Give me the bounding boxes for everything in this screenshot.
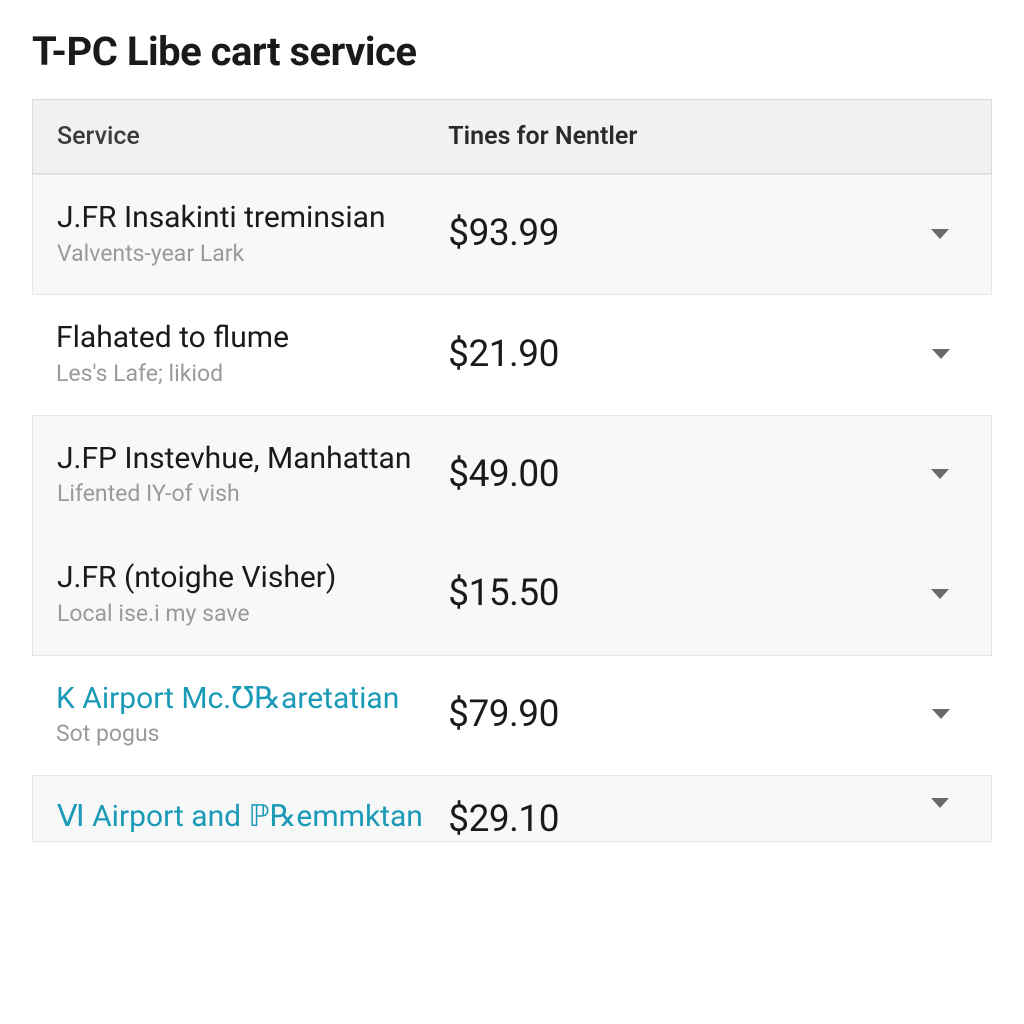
table-row[interactable]: J.FR (ntoighe Visher) Local ise.i my sav…: [33, 535, 991, 654]
service-table: Service Tines for Nentler J.FR Insakinti…: [32, 99, 992, 842]
service-name: J.FR (ntoighe Visher): [57, 559, 436, 597]
service-subtitle: Les's Lafe; likiod: [56, 359, 436, 389]
chevron-down-icon: [931, 229, 949, 239]
page-title: T-PC Libe cart service: [32, 28, 992, 75]
expand-toggle[interactable]: [831, 709, 968, 719]
chevron-down-icon: [931, 589, 949, 599]
service-name: Flahated to flume: [56, 319, 436, 357]
service-subtitle: Valvents-year Lark: [57, 239, 436, 269]
service-info-cell: K Airport Mc.℧℞aretatian Sot pogus: [56, 680, 448, 749]
column-header-service: Service: [57, 122, 448, 151]
expand-toggle[interactable]: [830, 469, 967, 479]
service-price: $15.50: [448, 572, 830, 615]
service-subtitle: Local ise.i my save: [57, 599, 436, 629]
service-info-cell: Flahated to flume Les's Lafe; likiod: [56, 319, 448, 388]
expand-toggle[interactable]: [831, 349, 968, 359]
service-price: $93.99: [448, 212, 830, 255]
service-price: $79.90: [448, 693, 831, 736]
service-price: $21.90: [448, 333, 831, 376]
table-row[interactable]: J.FP Instevhue, Manhattan Lifented IY-of…: [33, 416, 991, 535]
service-name-link[interactable]: K Airport Mc.℧℞aretatian: [56, 680, 436, 718]
expand-toggle[interactable]: [830, 798, 967, 808]
service-name-link[interactable]: Ⅵ Airport and ℙ℞emmktan: [57, 798, 436, 836]
service-subtitle: Lifented IY-of vish: [57, 479, 436, 509]
service-info-cell: Ⅵ Airport and ℙ℞emmktan: [57, 798, 448, 838]
service-info-cell: J.FR Insakinti treminsian Valvents-year …: [57, 199, 448, 268]
service-info-cell: J.FR (ntoighe Visher) Local ise.i my sav…: [57, 559, 448, 628]
chevron-down-icon: [932, 709, 950, 719]
table-header-row: Service Tines for Nentler: [32, 99, 992, 174]
service-price: $29.10: [448, 798, 830, 841]
service-info-cell: J.FP Instevhue, Manhattan Lifented IY-of…: [57, 440, 448, 509]
column-header-price: Tines for Nentler: [448, 122, 830, 151]
chevron-down-icon: [931, 469, 949, 479]
service-subtitle: Sot pogus: [56, 719, 436, 749]
table-row[interactable]: K Airport Mc.℧℞aretatian Sot pogus $79.9…: [32, 656, 992, 775]
table-row[interactable]: Flahated to flume Les's Lafe; likiod $21…: [32, 295, 992, 414]
table-row[interactable]: J.FR Insakinti treminsian Valvents-year …: [33, 175, 991, 294]
expand-toggle[interactable]: [830, 229, 967, 239]
expand-toggle[interactable]: [830, 589, 967, 599]
service-price: $49.00: [448, 453, 830, 496]
chevron-down-icon: [932, 349, 950, 359]
service-name: J.FP Instevhue, Manhattan: [57, 440, 436, 478]
chevron-down-icon: [931, 798, 949, 808]
service-name: J.FR Insakinti treminsian: [57, 199, 436, 237]
table-row[interactable]: Ⅵ Airport and ℙ℞emmktan $29.10: [33, 776, 991, 841]
